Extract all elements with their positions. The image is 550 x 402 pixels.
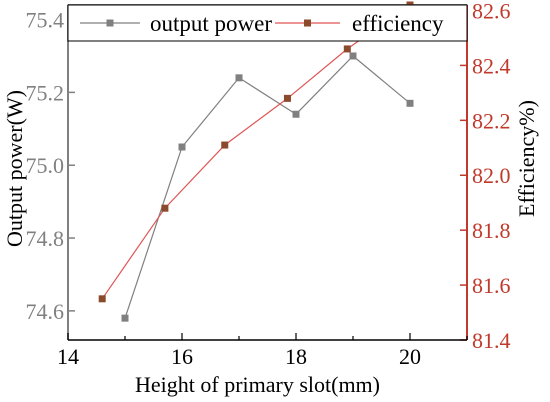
y-left-tick-label: 75.0 [26,153,65,178]
y-left-tick-label: 75.4 [26,8,65,33]
x-tick-label: 18 [285,344,307,369]
y-right-axis-title: Efficiency%) [514,100,539,217]
x-tick-label: 14 [57,344,79,369]
data-point [235,74,243,82]
data-point [292,110,300,118]
x-tick-label: 20 [399,344,421,369]
data-point [98,295,106,303]
y-left-axis-title: Output power(W) [2,90,27,247]
series-layer [98,1,414,322]
data-point [121,314,129,322]
y-right-tick-label: 82.6 [472,0,511,23]
series-line-1 [101,4,411,300]
x-tick-label: 16 [171,344,193,369]
data-point [283,94,291,102]
legend-label-0: output power [150,11,272,36]
data-point [178,143,186,151]
series-line-0 [124,55,411,319]
data-point [161,204,169,212]
y-right-tick-label: 81.4 [472,328,511,353]
y-left-tick-label: 74.8 [26,226,65,251]
y-right-tick-label: 81.8 [472,218,511,243]
data-point [343,45,351,53]
x-axis-title: Height of primary slot(mm) [135,372,380,397]
data-point [349,52,357,60]
y-right-tick-label: 81.6 [472,273,511,298]
y-left-tick-label: 75.2 [26,80,65,105]
legend-label-1: efficiency [352,11,444,36]
y-right-tick-label: 82.2 [472,108,511,133]
legend: output power efficiency [67,4,468,42]
y-left-tick-label: 74.6 [26,299,65,324]
y-right-tick-label: 82.4 [472,53,511,78]
data-point [406,99,414,107]
legend-marker-1 [304,19,311,27]
axes-layer: 74.6 74.8 75.0 75.2 75.4 81.4 81.6 81.8 82.0 82.2… [26,0,511,369]
y-right-tick-label: 82.0 [472,163,511,188]
data-point [221,141,229,149]
legend-marker-0 [106,19,114,27]
